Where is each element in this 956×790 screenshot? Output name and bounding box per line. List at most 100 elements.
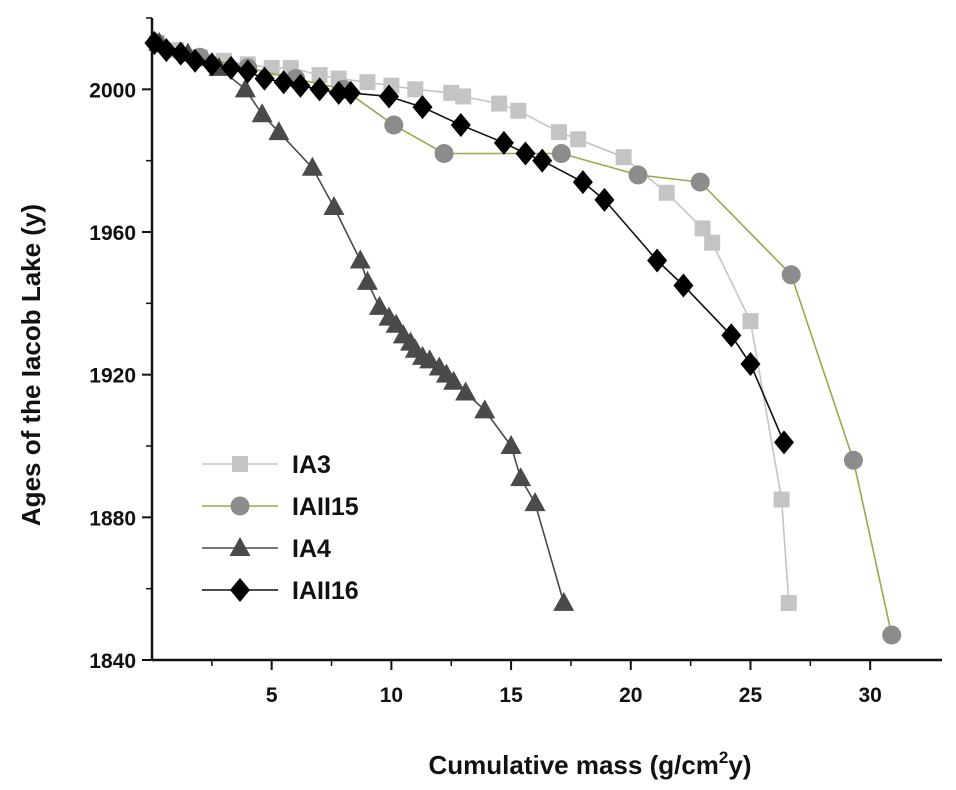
data-point — [412, 95, 433, 120]
data-point — [384, 115, 404, 135]
legend-item-ia4: IA4 — [202, 535, 331, 563]
data-point — [379, 84, 399, 109]
data-point — [704, 234, 721, 251]
data-point — [524, 492, 546, 512]
data-point — [290, 73, 311, 98]
legend-item-ia3: IA3 — [202, 451, 331, 479]
y-tick-label: 1920 — [89, 365, 136, 388]
series-iaii16 — [144, 30, 794, 455]
data-point — [359, 74, 376, 91]
data-point — [156, 38, 177, 63]
data-point — [690, 172, 710, 192]
data-point — [328, 80, 349, 105]
y-tick-label: 1840 — [89, 650, 136, 673]
data-point — [309, 77, 330, 102]
data-point — [201, 52, 222, 77]
data-point — [515, 141, 536, 166]
legend: IA3 IAII15 IA4 IAII16 — [202, 451, 359, 605]
data-point — [572, 170, 593, 195]
data-point — [349, 249, 371, 269]
legend-label: IA3 — [292, 451, 331, 479]
series-line — [158, 42, 565, 604]
data-point — [368, 295, 390, 315]
data-point — [500, 435, 522, 454]
data-point — [781, 265, 801, 285]
data-point — [237, 59, 258, 84]
data-point — [694, 220, 711, 237]
data-point — [594, 187, 615, 212]
data-point — [510, 102, 527, 119]
axes: 5 10 15 20 25 30 2000 1960 1920 1880 1840 — [89, 17, 942, 707]
data-point — [491, 95, 508, 112]
legend-marker — [230, 496, 250, 516]
legend-label: IAII15 — [292, 493, 359, 521]
data-point — [234, 78, 256, 98]
x-tick-label: 5 — [266, 684, 278, 707]
x-axis-title: Cumulative mass (g/cm2y) — [428, 748, 751, 780]
data-point — [882, 625, 902, 645]
x-tick-label: 15 — [499, 684, 523, 707]
legend-marker — [232, 456, 248, 472]
data-point — [647, 248, 668, 273]
data-point — [273, 70, 294, 95]
x-tick-label: 25 — [739, 684, 763, 707]
data-point — [773, 491, 790, 508]
data-point — [780, 594, 797, 611]
data-point — [570, 131, 587, 148]
data-point — [419, 349, 441, 369]
legend-marker — [229, 537, 251, 556]
series-ia3 — [148, 34, 797, 611]
data-point — [550, 124, 567, 141]
x-tick-label: 20 — [619, 684, 642, 707]
x-axis-title-end: y) — [728, 750, 751, 780]
data-point — [628, 165, 648, 185]
series-line — [156, 42, 790, 603]
data-point — [843, 450, 863, 470]
x-axis-title-sup: 2 — [719, 748, 728, 767]
data-point — [407, 81, 424, 98]
data-point — [221, 55, 241, 80]
y-tick-label: 1880 — [89, 507, 136, 530]
series-layer — [144, 30, 902, 645]
data-point — [721, 323, 742, 348]
data-point — [311, 67, 328, 84]
legend-item-iaii16: IAII16 — [202, 577, 359, 605]
series-iaii15 — [147, 33, 902, 645]
series-ia4 — [148, 31, 575, 611]
data-point — [170, 41, 191, 66]
data-point — [443, 370, 465, 390]
data-point — [493, 130, 514, 155]
data-point — [356, 270, 378, 290]
data-point — [434, 144, 454, 164]
data-point — [740, 351, 761, 376]
data-point — [254, 66, 275, 91]
x-tick-label: 10 — [380, 684, 403, 707]
legend-item-iaii15: IAII15 — [202, 493, 359, 521]
data-point — [340, 80, 361, 105]
data-point — [742, 313, 759, 330]
data-point — [658, 184, 675, 201]
data-point — [474, 399, 496, 419]
legend-label: IA4 — [292, 535, 331, 563]
data-point — [532, 148, 553, 173]
data-point — [455, 88, 472, 105]
data-point — [615, 149, 632, 166]
y-axis-title: Ages of the Iacob Lake (y) — [16, 204, 46, 526]
data-point — [185, 48, 206, 73]
data-point — [455, 381, 477, 401]
data-point — [553, 591, 575, 611]
data-point — [673, 273, 694, 298]
data-point — [510, 467, 532, 487]
data-point — [774, 430, 794, 455]
data-point — [251, 103, 273, 123]
legend-marker — [230, 578, 250, 602]
series-line — [156, 42, 893, 636]
legend-label: IAII16 — [292, 577, 359, 605]
data-point — [268, 121, 290, 141]
data-point — [301, 156, 323, 176]
data-point — [551, 144, 571, 164]
y-tick-label: 1960 — [89, 222, 136, 245]
data-point — [450, 113, 471, 137]
x-tick-label: 30 — [859, 684, 882, 707]
